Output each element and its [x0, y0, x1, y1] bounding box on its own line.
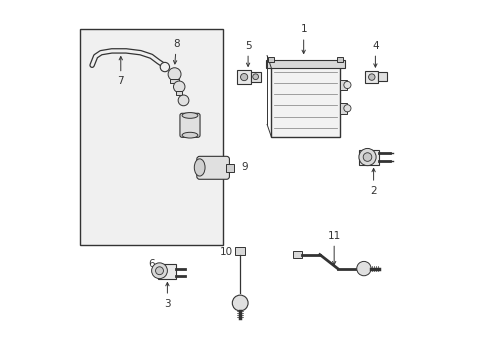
Circle shape	[155, 267, 163, 275]
Text: 6: 6	[148, 259, 154, 269]
Circle shape	[173, 81, 184, 93]
Bar	[225, 164, 233, 172]
Text: 3: 3	[164, 283, 170, 309]
FancyBboxPatch shape	[180, 113, 200, 137]
Bar	[359, 149, 378, 165]
Ellipse shape	[194, 159, 204, 176]
Circle shape	[343, 105, 350, 112]
Text: 2: 2	[369, 168, 376, 196]
Bar	[339, 80, 346, 90]
Text: 11: 11	[327, 231, 340, 265]
Circle shape	[363, 153, 371, 161]
Bar	[267, 57, 273, 62]
Bar	[235, 247, 244, 255]
Bar	[336, 57, 343, 62]
Bar	[339, 103, 346, 114]
Text: 7: 7	[117, 57, 124, 86]
Ellipse shape	[182, 113, 198, 118]
Circle shape	[358, 148, 375, 166]
Circle shape	[252, 74, 258, 80]
Bar	[377, 72, 386, 81]
Circle shape	[160, 62, 169, 72]
Bar	[176, 91, 182, 95]
Bar	[250, 72, 260, 82]
Circle shape	[232, 295, 247, 311]
Circle shape	[343, 81, 350, 89]
Bar	[170, 79, 179, 83]
Circle shape	[368, 74, 374, 80]
Circle shape	[356, 261, 370, 276]
Text: 4: 4	[371, 41, 378, 67]
Ellipse shape	[182, 132, 198, 138]
Bar	[271, 65, 339, 137]
Bar	[158, 264, 175, 279]
Bar	[292, 251, 301, 258]
Circle shape	[151, 263, 167, 279]
Bar	[365, 71, 378, 83]
Bar	[80, 30, 223, 244]
Text: 1: 1	[300, 24, 306, 54]
Text: 9: 9	[241, 162, 247, 172]
Bar	[265, 60, 344, 68]
FancyBboxPatch shape	[196, 156, 229, 179]
Text: 8: 8	[173, 39, 179, 64]
Text: 5: 5	[244, 41, 251, 66]
Circle shape	[240, 73, 247, 81]
Circle shape	[178, 95, 188, 106]
Text: 10: 10	[220, 247, 233, 257]
Bar	[237, 70, 250, 84]
Circle shape	[168, 68, 181, 81]
